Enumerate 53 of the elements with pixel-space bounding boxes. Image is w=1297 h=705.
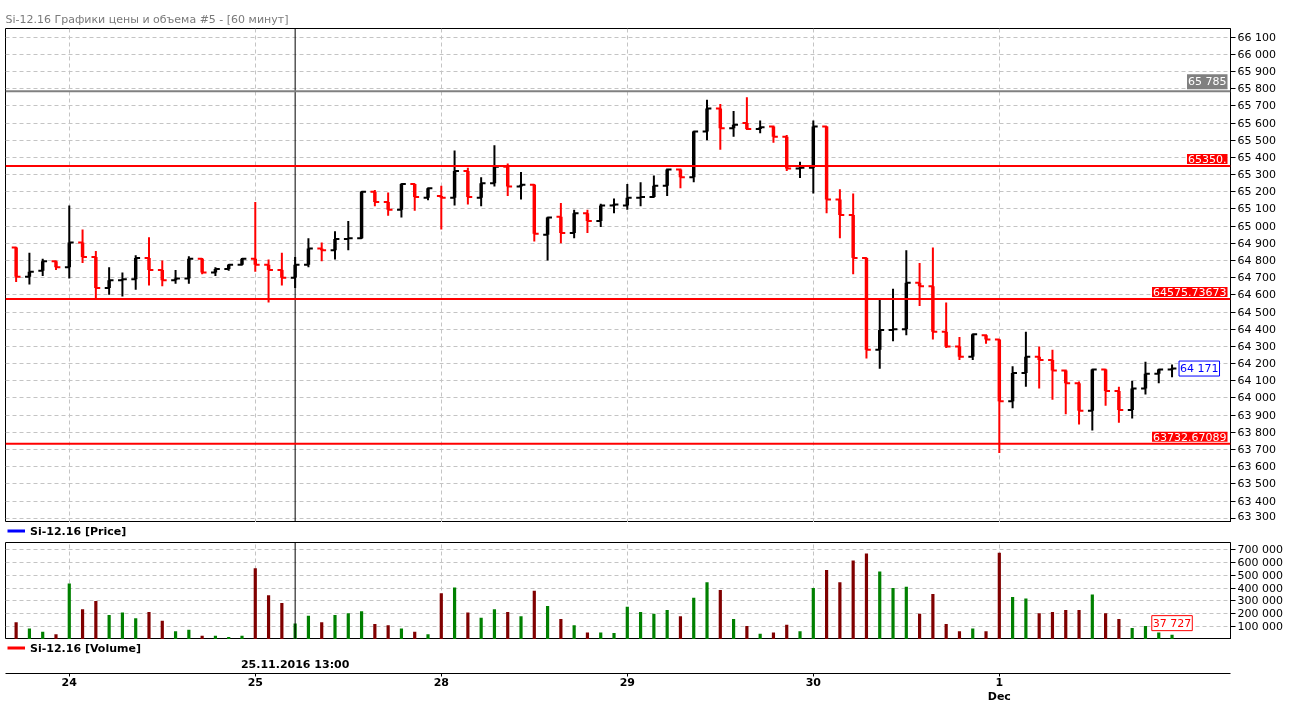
y-tick-label: 63 600 xyxy=(1237,460,1276,474)
y-tick-label: 65 200 xyxy=(1237,185,1276,199)
y-tick-label: 63 400 xyxy=(1237,494,1276,508)
series-label: Si-12.16 [Volume] xyxy=(30,641,141,654)
y-tick-label: 65 100 xyxy=(1237,202,1276,216)
y-tick-label: 600 000 xyxy=(1237,555,1283,569)
text: Si-12.16 [Price] xyxy=(30,524,127,537)
text: Dec xyxy=(987,689,1011,703)
y-tick-label: 64 700 xyxy=(1237,271,1276,285)
y-tick-label: 200 000 xyxy=(1237,607,1283,621)
ref-line-label: 64575.73673 xyxy=(1153,286,1227,299)
x-tick-label: 25 xyxy=(247,675,263,689)
y-tick-label: 65 300 xyxy=(1237,168,1276,182)
y-tick-label: 64 600 xyxy=(1237,288,1276,302)
y-tick-label: 66 100 xyxy=(1237,30,1276,44)
y-tick-label: 65 500 xyxy=(1237,133,1276,147)
y-tick-label: 700 000 xyxy=(1237,543,1283,557)
y-tick-label: 64 300 xyxy=(1237,339,1276,353)
chart-title: Si-12.16 Графики цены и объема #5 - [60 минут] xyxy=(5,12,289,26)
y-tick-label: 64 100 xyxy=(1237,374,1276,388)
y-tick-label: 63 700 xyxy=(1237,442,1276,456)
y-tick-label: 300 000 xyxy=(1237,594,1283,608)
ref-line-label: 63732.67089 xyxy=(1153,430,1227,444)
y-tick-label: 66 000 xyxy=(1237,47,1276,61)
y-tick-label: 63 500 xyxy=(1237,477,1276,491)
y-tick-label: 100 000 xyxy=(1237,620,1283,634)
x-tick-label: 1 xyxy=(995,675,1004,689)
ref-line-label: 65 785 xyxy=(1188,75,1227,89)
y-tick-label: 64 500 xyxy=(1237,305,1276,319)
x-tick-label: 24 xyxy=(61,675,78,689)
y-tick-label: 400 000 xyxy=(1237,581,1283,595)
x-tick-label: 28 xyxy=(433,675,449,689)
y-tick-label: 64 400 xyxy=(1237,322,1276,336)
x-tick-label: 30 xyxy=(805,675,822,689)
y-tick-label: 65 900 xyxy=(1237,64,1276,78)
y-tick-label: 65 000 xyxy=(1237,219,1276,233)
y-tick-label: 64 200 xyxy=(1237,357,1276,371)
y-tick-label: 64 000 xyxy=(1237,391,1276,405)
y-tick-label: 63 300 xyxy=(1237,509,1276,523)
y-tick-label: 64 800 xyxy=(1237,253,1276,267)
y-tick-label: 65 600 xyxy=(1237,116,1276,130)
ref-line-label: 65350. xyxy=(1188,152,1227,166)
y-tick-label: 65 400 xyxy=(1237,150,1276,164)
x-tick-label: 29 xyxy=(619,675,635,689)
y-tick-label: 63 900 xyxy=(1237,408,1276,422)
text: 64 171 xyxy=(1180,362,1219,376)
y-tick-label: 65 800 xyxy=(1237,82,1276,96)
y-tick-label: 63 800 xyxy=(1237,425,1276,439)
y-tick-label: 65 700 xyxy=(1237,99,1276,113)
x-tick-label: 25.11.2016 13:00 xyxy=(240,657,350,671)
y-tick-label: 64 900 xyxy=(1237,236,1276,250)
y-tick-label: 500 000 xyxy=(1237,568,1283,582)
data-label: 37 727 xyxy=(1152,616,1192,630)
